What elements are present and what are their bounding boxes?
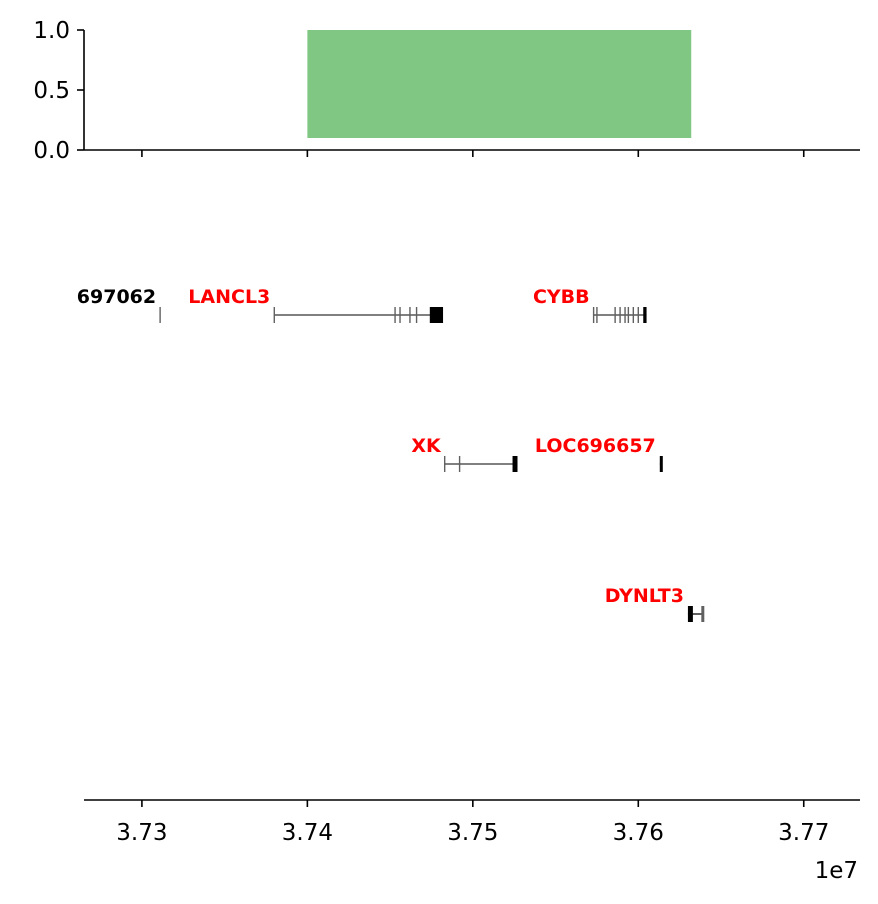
region-track-y-ticks: 0.0 0.5 1.0 <box>33 18 84 164</box>
x-tick-label: 3.75 <box>447 820 498 846</box>
y-tick-label: 1.0 <box>33 18 70 44</box>
gene-lancl3: LANCL3 <box>188 286 444 323</box>
cds-block <box>512 456 518 472</box>
region-bar <box>307 30 692 138</box>
gene-label: XK <box>411 435 442 457</box>
x-tick-label: 3.73 <box>116 820 167 846</box>
gene-track-x-ticks: 3.73 3.74 3.75 3.76 3.77 <box>116 800 829 846</box>
region-track-x-ticks <box>141 150 805 157</box>
gene-cybb: CYBB <box>533 286 647 323</box>
cds-block <box>643 307 647 323</box>
gene-label: LANCL3 <box>188 286 270 308</box>
cds-block <box>429 307 444 323</box>
gene-label: CYBB <box>533 286 590 308</box>
gene-label: LOC696657 <box>535 435 656 457</box>
cds-block <box>687 606 693 622</box>
y-tick-label: 0.5 <box>33 78 70 104</box>
gene-label: 697062 <box>77 286 156 308</box>
gene-xk: XK <box>411 435 518 472</box>
x-tick-label: 3.76 <box>613 820 664 846</box>
gene-label: DYNLT3 <box>605 585 684 607</box>
x-tick-label: 3.77 <box>778 820 829 846</box>
cds-block <box>659 456 663 472</box>
gene-loc696657: LOC696657 <box>535 435 663 472</box>
y-tick-label: 0.0 <box>33 138 70 164</box>
gene-loc697062: 697062 <box>77 286 161 323</box>
genes: 697062 LANCL3 CYBB XK LOC696657 DYNLT3 <box>77 286 705 622</box>
region-track-panel: 0.0 0.5 1.0 <box>33 18 860 164</box>
region-bars <box>307 30 692 138</box>
x-tick-label: 3.74 <box>282 820 333 846</box>
gene-dynlt3: DYNLT3 <box>605 585 705 622</box>
x-offset-text: 1e7 <box>815 858 858 884</box>
